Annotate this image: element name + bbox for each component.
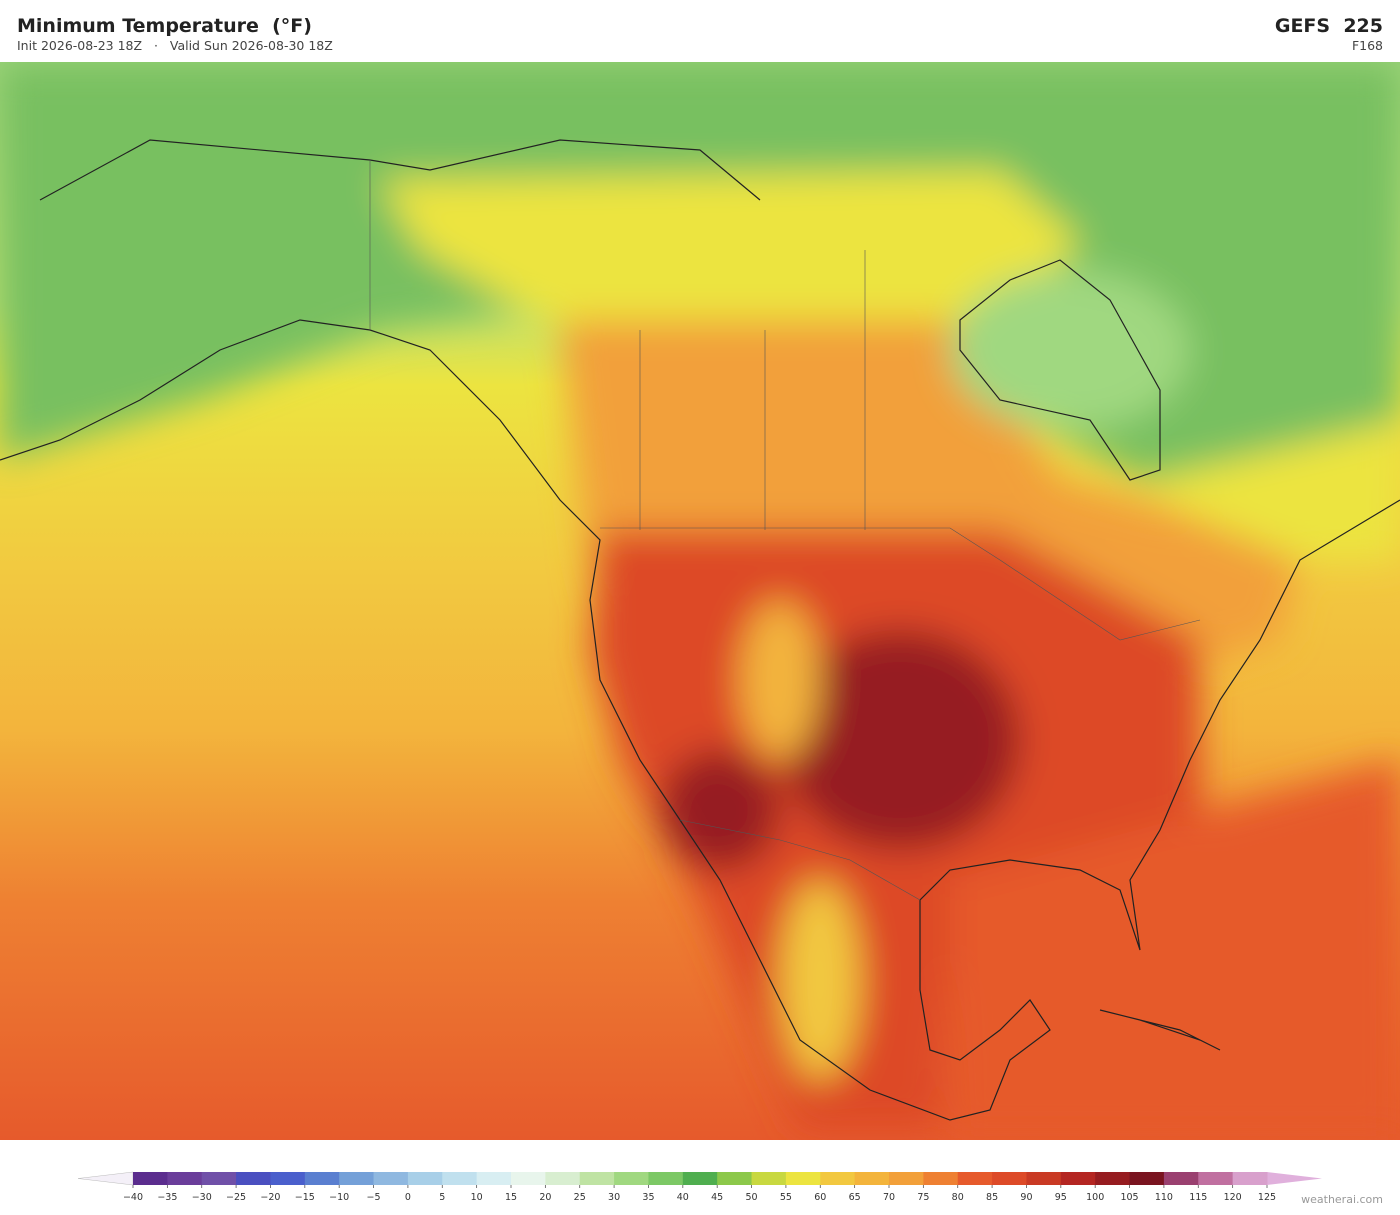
tick-label: 70 bbox=[883, 1192, 895, 1203]
tick-label: 15 bbox=[505, 1192, 517, 1203]
color-segment bbox=[304, 1172, 340, 1185]
color-segment bbox=[1198, 1172, 1234, 1185]
tick-label: 5 bbox=[439, 1192, 445, 1203]
tick-label: −20 bbox=[260, 1192, 280, 1203]
color-segment bbox=[442, 1172, 478, 1185]
init-time: Init 2026-08-23 18Z bbox=[17, 38, 143, 53]
borders bbox=[369, 160, 1201, 901]
tick-label: 115 bbox=[1189, 1192, 1207, 1203]
color-segment bbox=[270, 1172, 306, 1185]
color-segment bbox=[545, 1172, 581, 1185]
tick-label: −30 bbox=[192, 1192, 212, 1203]
tick-label: −40 bbox=[123, 1192, 143, 1203]
under-extension bbox=[77, 1171, 134, 1186]
tick-label: 125 bbox=[1258, 1192, 1276, 1203]
color-segment bbox=[923, 1172, 959, 1185]
tick-label: −10 bbox=[329, 1192, 349, 1203]
color-segment bbox=[1163, 1172, 1199, 1185]
tick-label: 105 bbox=[1120, 1192, 1138, 1203]
color-segment bbox=[167, 1172, 203, 1185]
color-segment bbox=[854, 1172, 890, 1185]
color-segment bbox=[820, 1172, 856, 1185]
tick-label: 30 bbox=[608, 1192, 620, 1203]
tick-label: 65 bbox=[849, 1192, 861, 1203]
tick-label: 40 bbox=[677, 1192, 689, 1203]
tick-label: 10 bbox=[471, 1192, 483, 1203]
color-segment bbox=[785, 1172, 821, 1185]
coastlines bbox=[0, 139, 1400, 1121]
land-field bbox=[0, 62, 1400, 1140]
valid-time: Valid Sun 2026-08-30 18Z bbox=[169, 38, 333, 53]
tick-label: 0 bbox=[405, 1192, 411, 1203]
color-segment bbox=[407, 1172, 443, 1185]
map-title: Minimum Temperature (°F) bbox=[17, 15, 312, 37]
tick-label: 95 bbox=[1055, 1192, 1067, 1203]
tick-label: 25 bbox=[574, 1192, 586, 1203]
over-extension bbox=[1267, 1172, 1322, 1185]
tick-label: 75 bbox=[917, 1192, 929, 1203]
subtitle: Init 2026-08-23 18Z · Valid Sun 2026-08-… bbox=[17, 38, 333, 53]
tick-label: −25 bbox=[226, 1192, 246, 1203]
color-segment bbox=[1129, 1172, 1165, 1185]
tick-label: 35 bbox=[642, 1192, 654, 1203]
tick-label: 60 bbox=[814, 1192, 826, 1203]
color-segment bbox=[476, 1172, 512, 1185]
color-segment bbox=[579, 1172, 615, 1185]
tick-label: 55 bbox=[780, 1192, 792, 1203]
color-segment bbox=[889, 1172, 924, 1185]
temperature-map bbox=[0, 62, 1400, 1140]
color-segment bbox=[751, 1172, 787, 1185]
color-segment bbox=[717, 1172, 753, 1185]
color-segment bbox=[1095, 1172, 1131, 1185]
color-segment bbox=[1232, 1172, 1268, 1185]
tick-label: 85 bbox=[986, 1192, 998, 1203]
color-segment bbox=[133, 1172, 168, 1185]
tick-label: 120 bbox=[1224, 1192, 1242, 1203]
color-segment bbox=[511, 1172, 546, 1185]
credit: weatherai.com bbox=[1301, 1193, 1383, 1206]
tick-label: 90 bbox=[1020, 1192, 1032, 1203]
tick-label: −15 bbox=[295, 1192, 315, 1203]
color-segment bbox=[373, 1172, 409, 1185]
tick-label: 110 bbox=[1155, 1192, 1173, 1203]
tick-label: −35 bbox=[157, 1192, 177, 1203]
color-segment bbox=[648, 1172, 684, 1185]
tick-label: 80 bbox=[952, 1192, 964, 1203]
tick-label: 100 bbox=[1086, 1192, 1104, 1203]
forecast-hour: F168 bbox=[1351, 38, 1383, 53]
color-segment bbox=[992, 1172, 1027, 1185]
tick-label: 50 bbox=[745, 1192, 757, 1203]
color-segment bbox=[236, 1172, 271, 1185]
tick-label: 20 bbox=[539, 1192, 551, 1203]
color-segment bbox=[1060, 1172, 1096, 1185]
tick-label: 45 bbox=[711, 1192, 723, 1203]
color-segment bbox=[1026, 1172, 1062, 1185]
color-segment bbox=[682, 1172, 718, 1185]
color-segment bbox=[614, 1172, 649, 1185]
colorbar: −40 −35 −30 −25 −20 −15 −10 −5 0 5 10 15 20 25 30 35 40 4… bbox=[77, 1171, 1322, 1203]
color-segment bbox=[201, 1172, 237, 1185]
color-segment bbox=[957, 1172, 993, 1185]
separator: · bbox=[153, 38, 158, 53]
model-name: GEFS 225 bbox=[1274, 15, 1383, 37]
tick-label: −5 bbox=[367, 1192, 381, 1203]
color-segment bbox=[339, 1172, 375, 1185]
